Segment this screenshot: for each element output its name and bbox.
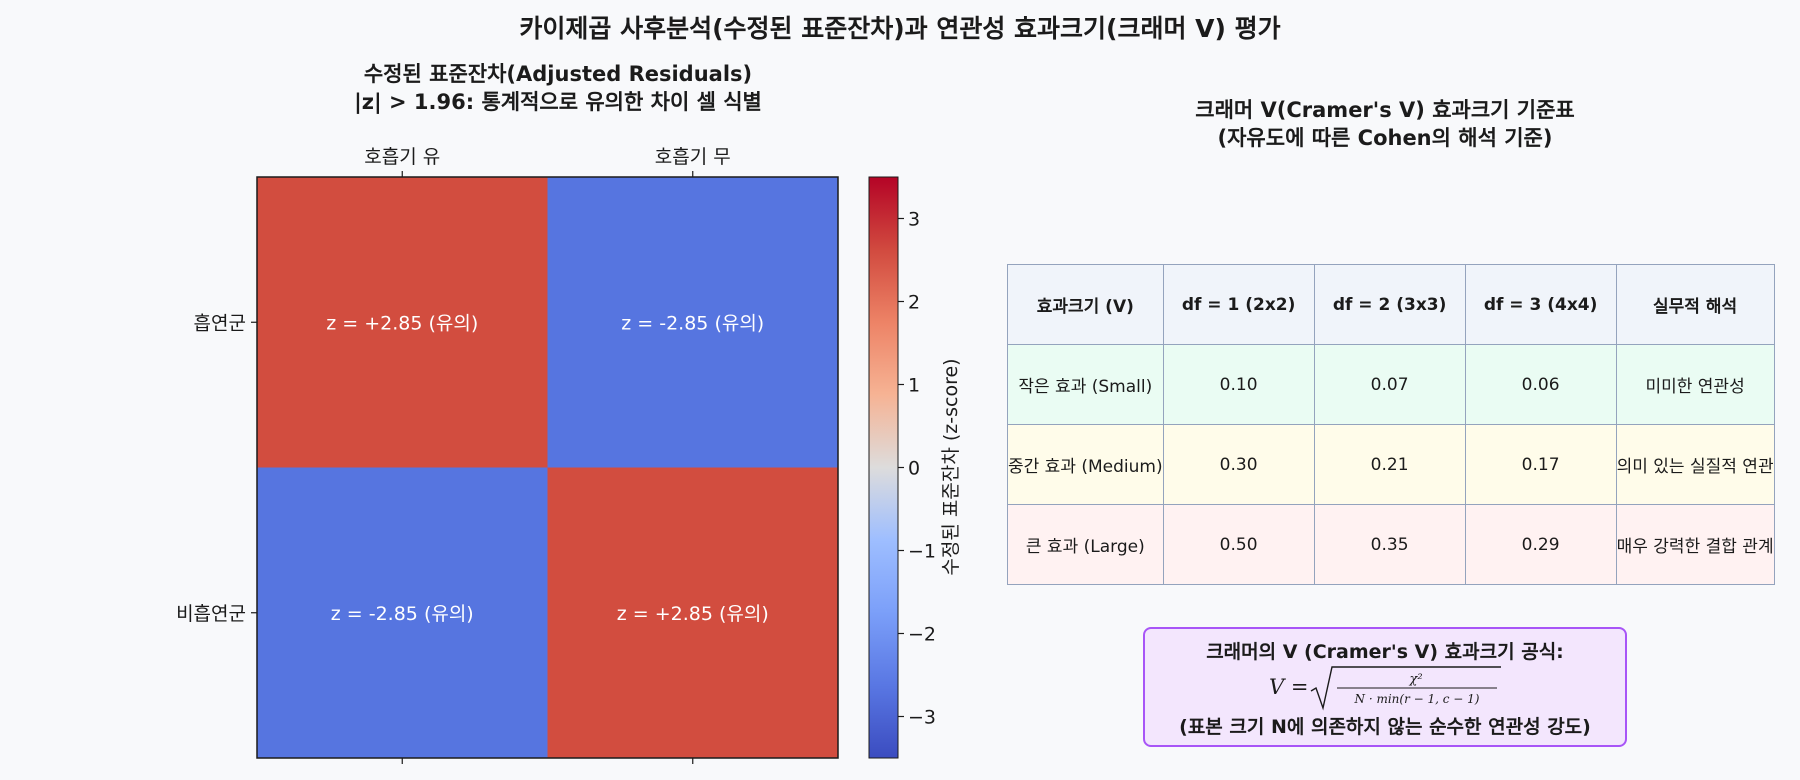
table-cell: 중간 효과 (Medium) [1007, 424, 1164, 505]
colorbar-label: 수정된 표준잔차 (z-score) [940, 358, 962, 575]
table-cell: 0.10 [1162, 344, 1315, 425]
formula-lhs: V = [1269, 675, 1308, 699]
table-header-cell: 효과크기 (V) [1007, 264, 1164, 345]
table-cell: 0.06 [1464, 344, 1617, 425]
table-header-cell: 실무적 해석 [1615, 264, 1775, 345]
heatmap-cell [547, 177, 838, 468]
colorbar-tick-label: −2 [908, 624, 936, 646]
sqrt-sign [1310, 666, 1501, 711]
heatmap-cell-label: z = -2.85 (유의) [621, 312, 764, 334]
colorbar-ticks: −3 −2 −1 0 1 2 3 [898, 209, 936, 729]
colorbar-tick-label: −3 [908, 707, 936, 729]
colorbar-tick-label: 2 [908, 292, 920, 314]
table-row: 큰 효과 (Large) 0.50 0.35 0.29 매우 강력한 결합 관계 [1007, 504, 1775, 585]
formula-box: 크래머의 V (Cramer's V) 효과크기 공식: V = χ² N · … [1143, 627, 1627, 747]
table-cell: 의미 있는 실질적 연관 [1615, 424, 1775, 505]
table-title-line1: 크래머 V(Cramer's V) 효과크기 기준표 [1195, 98, 1575, 122]
colorbar [868, 176, 899, 759]
colorbar-tick-label: 1 [908, 375, 920, 397]
formula-heading: 크래머의 V (Cramer's V) 효과크기 공식: [1206, 641, 1564, 663]
heatmap-cell-label: z = +2.85 (유의) [326, 312, 478, 334]
table-row: 작은 효과 (Small) 0.10 0.07 0.06 미미한 연관성 [1007, 344, 1775, 425]
x-tick-label: 호흡기 무 [655, 146, 731, 168]
y-tick-label: 흡연군 [194, 312, 246, 334]
table-cell: 미미한 연관성 [1615, 344, 1775, 425]
table-cell: 0.50 [1162, 504, 1315, 585]
table-row: 중간 효과 (Medium) 0.30 0.21 0.17 의미 있는 실질적 … [1007, 424, 1775, 505]
table-cell: 0.30 [1162, 424, 1315, 505]
figure-title: 카이제곱 사후분석(수정된 표준잔차)과 연관성 효과크기(크래머 V) 평가 [519, 14, 1280, 43]
formula-svg: V = χ² N · min(r − 1, c − 1) [1269, 666, 1501, 711]
heatmap-cell [257, 177, 548, 468]
heatmap-frame [256, 176, 839, 759]
heatmap-cells: z = +2.85 (유의) z = -2.85 (유의) z = -2.85 (유… [257, 177, 838, 758]
formula-note: (표본 크기 N에 의존하지 않는 순수한 연관성 강도) [1179, 716, 1591, 738]
heatmap-title-line2: |z| > 1.96: 통계적으로 유의한 차이 셀 식별 [354, 90, 762, 115]
heatmap-cell [257, 467, 548, 758]
y-tick-label: 비흡연군 [176, 603, 246, 625]
table-cell: 0.17 [1464, 424, 1617, 505]
formula-equation: V = χ² N · min(r − 1, c − 1) [1145, 664, 1625, 712]
heatmap-cell [547, 467, 838, 758]
table-header-cell: df = 2 (3x3) [1313, 264, 1466, 345]
heatmap-cell-label: z = +2.85 (유의) [617, 603, 769, 625]
heatmap-cell-label: z = -2.85 (유의) [331, 603, 474, 625]
table-cell: 0.21 [1313, 424, 1466, 505]
cramer-v-table: 효과크기 (V) df = 1 (2x2) df = 2 (3x3) df = … [1007, 264, 1775, 585]
table-header-cell: df = 3 (4x4) [1464, 264, 1617, 345]
table-title-line2: (자유도에 따른 Cohen의 해석 기준) [1218, 126, 1553, 150]
table-cell: 0.07 [1313, 344, 1466, 425]
heatmap-x-axis: 호흡기 유 호흡기 무 [364, 146, 731, 764]
colorbar-tick-label: 3 [908, 209, 920, 231]
formula-denominator: N · min(r − 1, c − 1) [1354, 692, 1480, 706]
table-cell: 0.29 [1464, 504, 1617, 585]
table-cell: 큰 효과 (Large) [1007, 504, 1164, 585]
colorbar-tick-label: 0 [908, 458, 920, 480]
table-header-cell: df = 1 (2x2) [1162, 264, 1315, 345]
x-tick-label: 호흡기 유 [364, 146, 440, 168]
table-header-row: 효과크기 (V) df = 1 (2x2) df = 2 (3x3) df = … [1007, 264, 1775, 345]
formula-numerator: χ² [1408, 672, 1422, 687]
heatmap-title-line1: 수정된 표준잔차(Adjusted Residuals) [364, 62, 752, 86]
table-cell: 0.35 [1313, 504, 1466, 585]
colorbar-tick-label: −1 [908, 541, 936, 563]
table-cell: 매우 강력한 결합 관계 [1615, 504, 1775, 585]
table-cell: 작은 효과 (Small) [1007, 344, 1164, 425]
